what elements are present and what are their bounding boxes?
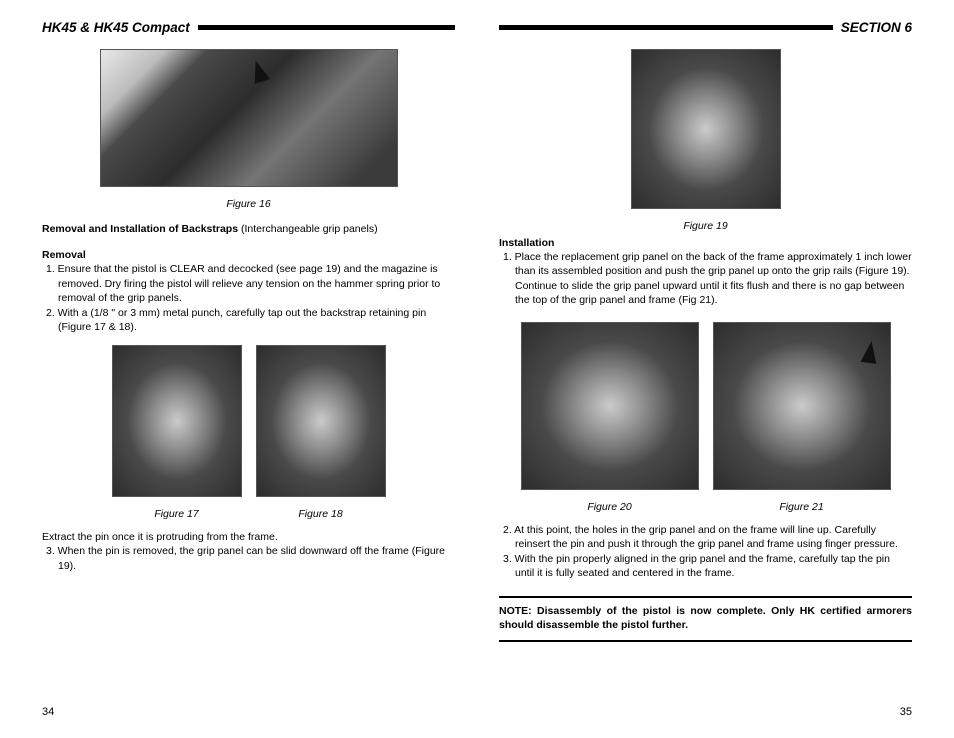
figure-17-block: Figure 17 (112, 345, 242, 520)
note-bottom-rule (499, 640, 912, 642)
removal-step-1: 1. Ensure that the pistol is CLEAR and d… (42, 262, 455, 305)
section-title: SECTION 6 (841, 20, 912, 35)
left-page: HK45 & HK45 Compact Figure 16 Removal an… (0, 0, 477, 738)
right-page-number: 35 (900, 706, 912, 718)
figure-21-block: Figure 21 (713, 322, 891, 513)
figure-18-block: Figure 18 (256, 345, 386, 520)
disassembly-note: NOTE: Disassembly of the pistol is now c… (499, 604, 912, 632)
install-step-1: 1. Place the replacement grip panel on t… (499, 250, 912, 307)
page-spread: HK45 & HK45 Compact Figure 16 Removal an… (0, 0, 954, 738)
figure-21-image (713, 322, 891, 490)
installation-label: Installation (499, 236, 912, 250)
right-page: SECTION 6 Figure 19 Installation 1. Plac… (477, 0, 954, 738)
figure-19-image (631, 49, 781, 209)
left-page-number: 34 (42, 706, 54, 718)
removal-step-3: 3. When the pin is removed, the grip pan… (42, 544, 455, 572)
arrow-icon (860, 340, 879, 364)
removal-step-2: 2. With a (1/8 " or 3 mm) metal punch, c… (42, 306, 455, 334)
figure-16-caption: Figure 16 (42, 198, 455, 210)
header-left: HK45 & HK45 Compact (42, 20, 455, 35)
figure-20-block: Figure 20 (521, 322, 699, 513)
figure-17-caption: Figure 17 (112, 508, 242, 520)
removal-label: Removal (42, 248, 455, 262)
figure-18-caption: Figure 18 (256, 508, 386, 520)
header-rule (198, 25, 455, 30)
figure-16-image (100, 49, 398, 187)
header-right: SECTION 6 (499, 20, 912, 35)
figure-20-21-row: Figure 20 Figure 21 (499, 322, 912, 513)
figure-18-image (256, 345, 386, 497)
arrow-icon (247, 58, 269, 84)
figure-17-18-row: Figure 17 Figure 18 (42, 345, 455, 520)
figure-16-block: Figure 16 (42, 49, 455, 210)
install-step-3: 3. With the pin properly aligned in the … (499, 552, 912, 580)
backstraps-heading: Removal and Installation of Backstraps (42, 223, 238, 235)
header-rule (499, 25, 833, 30)
install-step-2: 2. At this point, the holes in the grip … (499, 523, 912, 551)
backstraps-heading-tail: (Interchangeable grip panels) (238, 223, 378, 235)
section-heading-line: Removal and Installation of Backstraps (… (42, 222, 455, 236)
extract-pin-line: Extract the pin once it is protruding fr… (42, 530, 455, 544)
doc-title: HK45 & HK45 Compact (42, 20, 190, 35)
figure-19-caption: Figure 19 (499, 220, 912, 232)
figure-21-caption: Figure 21 (713, 501, 891, 513)
figure-19-block: Figure 19 (499, 49, 912, 232)
figure-17-image (112, 345, 242, 497)
note-top-rule (499, 596, 912, 598)
figure-20-caption: Figure 20 (521, 501, 699, 513)
figure-20-image (521, 322, 699, 490)
